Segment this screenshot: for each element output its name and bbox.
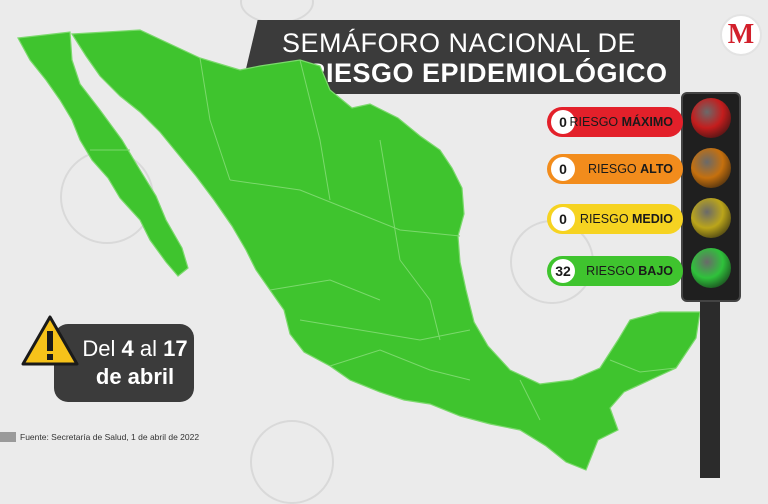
page-title-line1: SEMÁFORO NACIONAL DE bbox=[282, 28, 637, 58]
lamp-red-icon bbox=[691, 98, 731, 138]
state-border bbox=[329, 349, 471, 381]
traffic-light-pole bbox=[700, 300, 720, 478]
state-border bbox=[229, 179, 351, 211]
legend-count: 0 bbox=[551, 110, 575, 134]
legend-label: RIESGO BAJO bbox=[586, 264, 673, 278]
source-note: Fuente: Secretaría de Salud, 1 de abril … bbox=[20, 432, 200, 442]
lamp-orange-icon bbox=[691, 148, 731, 188]
legend-label: RIESGO ALTO bbox=[588, 162, 673, 176]
page-title-line2: RIESGO EPIDEMIOLÓGICO bbox=[306, 58, 668, 88]
source-marker bbox=[0, 432, 16, 442]
mainland-mexico-region bbox=[70, 29, 701, 471]
legend-riesgo-bajo: 32 RIESGO BAJO bbox=[547, 256, 683, 286]
legend-riesgo-maximo: 0 RIESGO MÁXIMO bbox=[547, 107, 683, 137]
legend-count: 0 bbox=[551, 207, 575, 231]
legend-riesgo-medio: 0 RIESGO MEDIO bbox=[547, 204, 683, 234]
mexico-map bbox=[17, 29, 701, 471]
state-border bbox=[199, 57, 231, 181]
state-border bbox=[609, 359, 677, 373]
legend-label: RIESGO MEDIO bbox=[579, 212, 673, 226]
baja-california-region bbox=[17, 31, 189, 277]
state-border bbox=[399, 259, 441, 341]
date-month: de abril bbox=[95, 364, 175, 389]
state-border bbox=[299, 319, 471, 341]
legend-count: 0 bbox=[551, 157, 575, 181]
date-range: Del 4 al 17 bbox=[82, 336, 188, 361]
milenio-logo: M bbox=[720, 14, 762, 56]
state-border bbox=[379, 139, 401, 261]
lamp-green-icon bbox=[691, 248, 731, 288]
state-border bbox=[299, 59, 331, 201]
legend-riesgo-alto: 0 RIESGO ALTO bbox=[547, 154, 683, 184]
legend-count: 32 bbox=[551, 259, 575, 283]
traffic-light-icon bbox=[681, 92, 741, 302]
state-border bbox=[519, 379, 541, 421]
state-border bbox=[269, 279, 381, 301]
state-border bbox=[349, 209, 461, 237]
legend-label: RIESGO MÁXIMO bbox=[569, 115, 673, 129]
warning-icon bbox=[21, 315, 79, 366]
lamp-yellow-icon bbox=[691, 198, 731, 238]
